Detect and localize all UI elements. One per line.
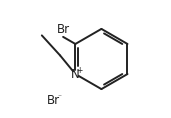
Text: N: N [71, 67, 80, 81]
Text: Br: Br [47, 94, 60, 107]
Text: +: + [77, 66, 83, 75]
Text: ⁻: ⁻ [57, 93, 61, 101]
Text: Br: Br [57, 23, 70, 36]
